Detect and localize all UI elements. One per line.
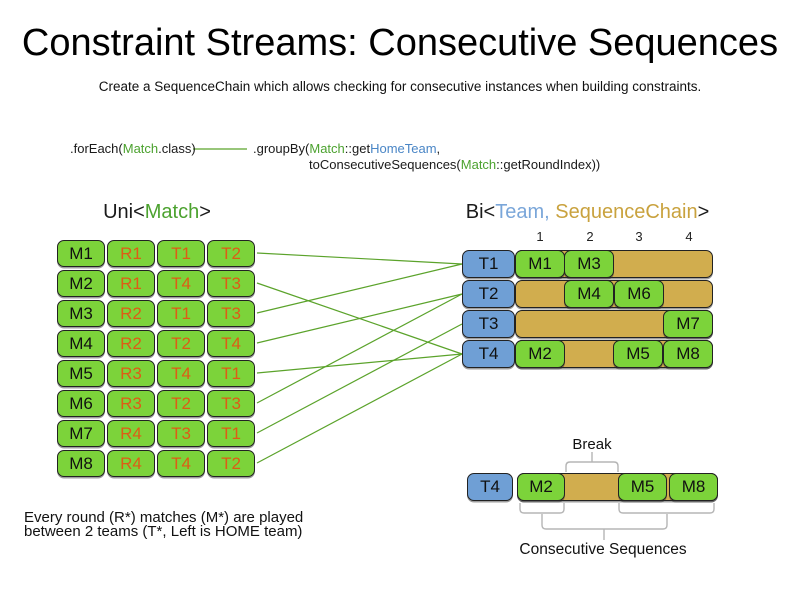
footnote-line1: Every round (R*) matches (M*) are played bbox=[24, 509, 304, 526]
match-box: M3 bbox=[564, 250, 614, 278]
column-header-4: 4 bbox=[685, 229, 693, 244]
uni-cell-round: R4 bbox=[107, 450, 155, 477]
uni-cell-away-team: T4 bbox=[207, 330, 255, 357]
match-box: M8 bbox=[663, 340, 713, 368]
match-box: M1 bbox=[515, 250, 565, 278]
uni-cell-home-team: T2 bbox=[157, 390, 205, 417]
footnote-line2: between 2 teams (T*, Left is HOME team) bbox=[24, 522, 303, 540]
match-box: M2 bbox=[517, 473, 565, 501]
column-header-2: 2 bbox=[586, 229, 594, 244]
uni-cell-round: R1 bbox=[107, 240, 155, 267]
code-groupby-line2: toConsecutiveSequences(Match::getRoundIn… bbox=[309, 157, 600, 172]
uni-table-label: Uni<Match> bbox=[57, 201, 257, 224]
code-hometeam: HomeTeam bbox=[370, 141, 437, 156]
uni-cell-home-team: T4 bbox=[157, 270, 205, 297]
uni-cell-round: R4 bbox=[107, 420, 155, 447]
uni-row: M3 R2 T1 T3 bbox=[57, 300, 257, 327]
code-text: .class) bbox=[158, 141, 196, 156]
uni-row: M8 R4 T4 T2 bbox=[57, 450, 257, 477]
code-text: ::get bbox=[344, 141, 371, 156]
team-box: T4 bbox=[462, 340, 515, 368]
match-box: M5 bbox=[618, 473, 667, 501]
break-label: Break bbox=[572, 436, 612, 453]
uni-cell-away-team: T3 bbox=[207, 300, 255, 327]
uni-cell-home-team: T4 bbox=[157, 450, 205, 477]
uni-cell-home-team: T3 bbox=[157, 420, 205, 447]
uni-label-match: Match bbox=[144, 201, 200, 223]
uni-cell-away-team: T2 bbox=[207, 240, 255, 267]
uni-row: M2 R1 T4 T3 bbox=[57, 270, 257, 297]
uni-label-post: > bbox=[199, 201, 211, 223]
uni-cell-home-team: T2 bbox=[157, 330, 205, 357]
uni-cell-home-team: T1 bbox=[157, 300, 205, 327]
uni-cell-match: M6 bbox=[57, 390, 105, 417]
page-title: Constraint Streams: Consecutive Sequence… bbox=[21, 22, 779, 64]
bi-label-pre: Bi< bbox=[465, 201, 496, 223]
match-box: M7 bbox=[663, 310, 713, 338]
match-box: M8 bbox=[669, 473, 718, 501]
uni-cell-away-team: T3 bbox=[207, 270, 255, 297]
uni-row: M7 R4 T3 T1 bbox=[57, 420, 257, 447]
team-box: T3 bbox=[462, 310, 515, 338]
code-match-class: Match bbox=[460, 157, 497, 172]
uni-cell-away-team: T2 bbox=[207, 450, 255, 477]
uni-cell-match: M5 bbox=[57, 360, 105, 387]
uni-cell-away-team: T3 bbox=[207, 390, 255, 417]
uni-cell-match: M1 bbox=[57, 240, 105, 267]
uni-cell-round: R3 bbox=[107, 390, 155, 417]
team-box: T4 bbox=[467, 473, 513, 501]
uni-cell-round: R1 bbox=[107, 270, 155, 297]
bi-label-sequencechain: SequenceChain bbox=[555, 201, 698, 223]
column-header-3: 3 bbox=[635, 229, 643, 244]
page-subtitle: Create a SequenceChain which allows chec… bbox=[98, 79, 702, 94]
bi-label-comma: , bbox=[544, 201, 556, 223]
code-text: .forEach( bbox=[70, 141, 123, 156]
match-box: M2 bbox=[515, 340, 565, 368]
uni-cell-away-team: T1 bbox=[207, 420, 255, 447]
column-header-1: 1 bbox=[536, 229, 544, 244]
consecutive-sequences-label: Consecutive Sequences bbox=[519, 541, 687, 558]
team-box: T2 bbox=[462, 280, 515, 308]
uni-cell-round: R2 bbox=[107, 300, 155, 327]
bi-label-team: Team bbox=[495, 201, 545, 223]
code-groupby-line1: .groupBy(Match::getHomeTeam, bbox=[253, 141, 440, 156]
uni-label-pre: Uni< bbox=[103, 201, 145, 223]
uni-row: M6 R3 T2 T3 bbox=[57, 390, 257, 417]
uni-cell-round: R2 bbox=[107, 330, 155, 357]
bi-label-post: > bbox=[697, 201, 710, 223]
match-box: M6 bbox=[614, 280, 664, 308]
uni-row: M4 R2 T2 T4 bbox=[57, 330, 257, 357]
uni-cell-match: M7 bbox=[57, 420, 105, 447]
uni-row: M1 R1 T1 T2 bbox=[57, 240, 257, 267]
uni-cell-match: M4 bbox=[57, 330, 105, 357]
uni-cell-match: M8 bbox=[57, 450, 105, 477]
uni-cell-home-team: T1 bbox=[157, 240, 205, 267]
uni-cell-round: R3 bbox=[107, 360, 155, 387]
uni-cell-away-team: T1 bbox=[207, 360, 255, 387]
team-box: T1 bbox=[462, 250, 515, 278]
uni-cell-match: M3 bbox=[57, 300, 105, 327]
code-text: , bbox=[436, 141, 441, 156]
uni-cell-match: M2 bbox=[57, 270, 105, 297]
uni-cell-home-team: T4 bbox=[157, 360, 205, 387]
code-foreach: .forEach(Match.class) bbox=[70, 141, 196, 156]
footnote: Every round (R*) matches (M*) are played… bbox=[24, 509, 304, 540]
code-text: ::getRoundIndex)) bbox=[496, 157, 601, 172]
match-box: M4 bbox=[564, 280, 614, 308]
uni-row: M5 R3 T4 T1 bbox=[57, 360, 257, 387]
code-text: .groupBy( bbox=[253, 141, 310, 156]
bi-table-label: Bi<Team, SequenceChain> bbox=[455, 201, 720, 224]
match-box: M5 bbox=[613, 340, 663, 368]
code-text: toConsecutiveSequences( bbox=[309, 157, 461, 172]
code-match-class: Match bbox=[309, 141, 345, 156]
code-match-class: Match bbox=[122, 141, 159, 156]
